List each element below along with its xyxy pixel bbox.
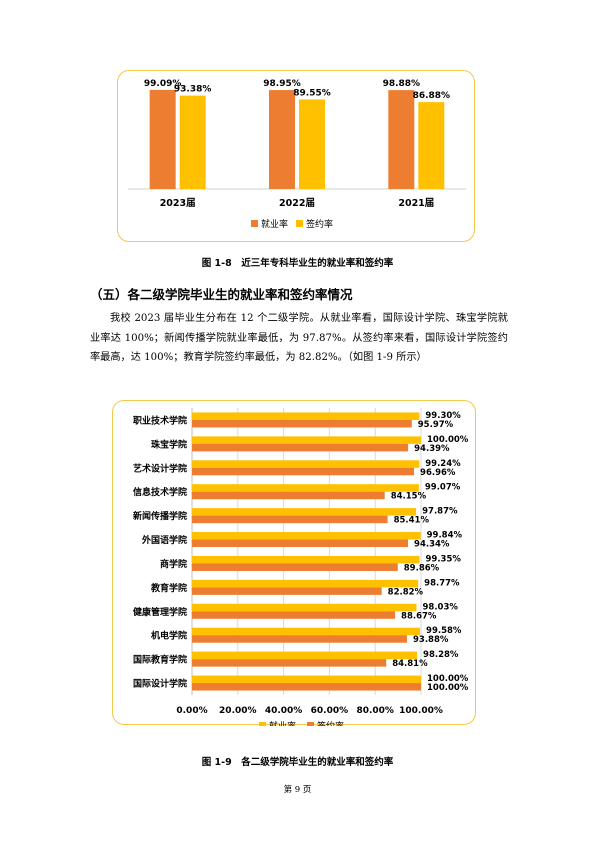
bar-signing — [192, 419, 412, 428]
bar-signing — [192, 683, 421, 691]
bar-signing — [192, 587, 382, 595]
data-label: 85.41% — [394, 516, 430, 526]
bar-signing — [418, 102, 445, 189]
bar-signing — [192, 611, 396, 619]
bar-employment — [192, 555, 420, 564]
data-label: 99.30% — [425, 411, 461, 421]
bar-employment — [149, 89, 176, 189]
data-label: 99.09% — [144, 79, 182, 89]
x-tick-label: 20.00% — [219, 706, 256, 716]
figure-1-8-caption: 图 1-8 近三年专科毕业生的就业率和签约率 — [201, 258, 394, 269]
data-label: 82.82% — [388, 587, 424, 597]
bar-employment — [192, 508, 417, 516]
data-label: 100.00% — [427, 674, 469, 684]
figure-1-9-caption: 图 1-9 各二级学院毕业生的就业率和签约率 — [201, 757, 394, 768]
bar-signing — [192, 467, 415, 476]
bar-employment — [192, 651, 418, 660]
legend-label: 签约率 — [306, 218, 333, 230]
data-label: 99.07% — [425, 483, 461, 493]
horizontal-bar-chart: 0.00% 20.00% 40.00% 60.00% 80.00% 100.00% 职业技术… — [133, 408, 469, 732]
body-paragraph: 我校 2023 届毕业生分布在 12 个二级学院。从就业率看，国际设计学院、珠宝… — [90, 313, 508, 364]
bar-employment — [192, 627, 421, 636]
category-label: 国际设计学院 — [133, 678, 187, 690]
category-label: 外国语学院 — [141, 534, 187, 546]
data-label: 99.84% — [427, 531, 463, 541]
bar-signing — [192, 443, 409, 452]
bar-employment — [192, 603, 417, 612]
legend-swatch — [307, 722, 314, 729]
category-label: 2021届 — [398, 198, 434, 209]
category-label: 健康管理学院 — [133, 606, 187, 618]
bar-signing — [299, 99, 325, 189]
category-label: 2022届 — [279, 198, 315, 209]
category-label: 机电学院 — [151, 630, 187, 642]
bar-signing — [192, 491, 385, 500]
vertical-bar-chart: 99.09%93.38% 2023届 98.95%89.55% 2022届 98.88%… — [128, 79, 466, 230]
bar-employment — [192, 532, 421, 540]
data-label: 100.00% — [427, 435, 469, 445]
x-tick-label: 60.00% — [311, 706, 349, 716]
bar-employment — [192, 412, 420, 420]
bar-employment — [192, 460, 420, 468]
data-label: 99.58% — [426, 626, 462, 636]
bar-employment — [192, 675, 421, 684]
chart-frame-1: 99.09% 93.38% 2023届 98.95% 89.55% 2022届 98.88%… — [117, 70, 475, 242]
bar-signing — [192, 563, 398, 571]
page-number: 第 9 页 — [283, 785, 312, 795]
data-label: 94.39% — [414, 444, 450, 454]
data-label: 86.88% — [413, 91, 451, 101]
category-label: 商学院 — [160, 558, 187, 570]
data-label: 88.67% — [401, 611, 437, 621]
data-label: 89.86% — [404, 563, 440, 573]
category-label: 珠宝学院 — [151, 438, 187, 450]
bar-signing — [192, 515, 388, 524]
bar-signing — [192, 539, 409, 548]
x-tick-label: 100.00% — [399, 706, 443, 716]
legend-swatch — [296, 220, 303, 227]
bar-signing — [192, 635, 407, 643]
data-label: 95.97% — [418, 420, 454, 430]
data-label: 98.77% — [424, 578, 460, 588]
data-label: 98.88% — [383, 79, 421, 89]
chart-frame-2: 0.00% 20.00% 40.00% 60.00% 80.00% 100.00% 职业技术… — [112, 400, 476, 732]
data-label: 93.38% — [174, 85, 212, 95]
section-heading: （五）各二级学院毕业生的就业率和签约率情况 — [90, 287, 353, 302]
category-label: 教育学院 — [150, 582, 187, 594]
data-label: 99.35% — [426, 554, 462, 564]
data-label: 98.95% — [263, 79, 301, 89]
data-label: 84.15% — [391, 492, 427, 502]
bar-employment — [388, 90, 415, 189]
legend-swatch — [251, 220, 258, 227]
legend-label: 签约率 — [317, 720, 344, 726]
category-label: 新闻传播学院 — [133, 510, 187, 522]
data-label: 97.87% — [422, 507, 458, 517]
x-tick-label: 40.00% — [265, 706, 303, 716]
bar-employment — [192, 436, 421, 444]
data-label: 93.88% — [413, 635, 449, 645]
category-label: 艺术设计学院 — [133, 462, 187, 474]
category-label: 职业技术学院 — [133, 414, 187, 426]
x-tick-label: 0.00% — [176, 706, 207, 716]
data-label: 89.55% — [293, 88, 331, 98]
bar-employment — [192, 484, 419, 492]
data-label: 100.00% — [427, 683, 469, 693]
bar-signing — [192, 659, 387, 667]
data-label: 98.03% — [422, 602, 458, 612]
legend-label: 就业率 — [269, 720, 296, 726]
data-label: 94.34% — [414, 540, 450, 550]
data-label: 99.24% — [425, 459, 461, 469]
x-tick-label: 80.00% — [356, 706, 394, 716]
category-label: 2023届 — [160, 198, 196, 209]
data-label: 84.81% — [392, 659, 428, 669]
data-label: 96.96% — [420, 468, 456, 478]
legend-swatch — [259, 722, 266, 729]
bar-employment — [192, 579, 419, 588]
bar-employment — [269, 90, 295, 189]
data-label: 98.28% — [423, 650, 459, 660]
category-label: 国际教育学院 — [133, 654, 187, 666]
legend-label: 就业率 — [261, 218, 288, 230]
category-label: 信息技术学院 — [133, 486, 187, 498]
bar-signing — [179, 95, 206, 189]
